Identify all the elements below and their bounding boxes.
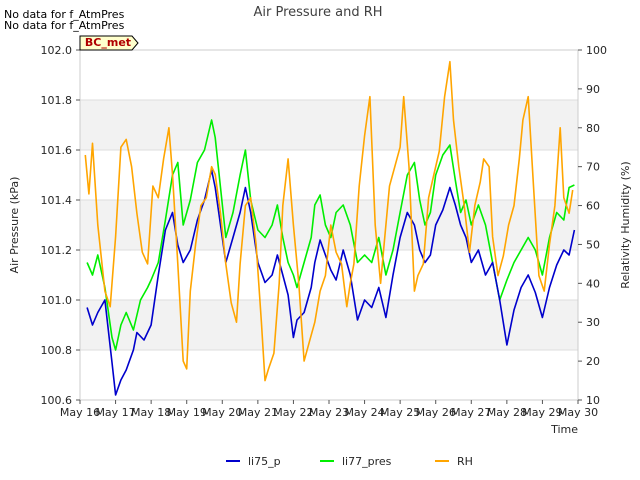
series-layer [84, 60, 576, 396]
y-right-tick-label: 80 [586, 122, 600, 135]
x-tick-label: May 20 [202, 406, 242, 419]
y-left-tick-label: 102.0 [41, 44, 73, 57]
no-data-note-1: No data for f_AtmPres [4, 8, 125, 21]
series-line-li75-p [86, 169, 576, 396]
background-bands [80, 100, 578, 350]
station-badge: BC_met [79, 35, 139, 51]
x-tick-label: May 19 [167, 406, 207, 419]
y-left-tick-label: 101.4 [41, 194, 73, 207]
background-band [80, 300, 578, 350]
x-axis-label: Time [550, 423, 578, 436]
y-right-tick-label: 50 [586, 238, 600, 251]
y-axis-right-ticks: 10 20 30 40 50 60 70 80 90 100 [578, 44, 607, 407]
y-right-tick-label: 10 [586, 394, 600, 407]
y-right-tick-label: 70 [586, 161, 600, 174]
x-tick-label: May 25 [380, 406, 420, 419]
station-badge-shape [79, 35, 139, 51]
legend: li75_p li77_pres RH [226, 455, 473, 468]
y-axis-left-label: Air Pressure (kPa) [8, 177, 21, 274]
y-left-tick-label: 101.0 [41, 294, 73, 307]
x-tick-label: May 18 [131, 406, 171, 419]
x-tick-label: May 30 [558, 406, 598, 419]
y-left-tick-label: 100.6 [41, 394, 73, 407]
legend-label-li77-pres: li77_pres [342, 455, 392, 468]
legend-label-RH: RH [457, 455, 473, 468]
y-axis-right-label: Relativity Humidity (%) [619, 161, 632, 288]
y-right-tick-label: 60 [586, 200, 600, 213]
x-tick-label: May 21 [238, 406, 278, 419]
x-tick-label: May 16 [60, 406, 100, 419]
y-axis-left-ticks: 100.6 100.8 101.0 101.2 101.4 101.6 101.8 102.0 [41, 44, 80, 407]
y-left-tick-label: 101.2 [41, 244, 73, 257]
x-tick-label: May 23 [309, 406, 349, 419]
x-tick-label: May 26 [416, 406, 456, 419]
x-tick-label: May 22 [273, 406, 313, 419]
y-left-tick-label: 101.8 [41, 94, 73, 107]
x-tick-label: May 29 [522, 406, 562, 419]
station-badge-label: BC_met [85, 36, 131, 49]
background-band [80, 100, 578, 150]
y-left-tick-label: 100.8 [41, 344, 73, 357]
legend-label-li75-p: li75_p [248, 455, 281, 468]
series-line-li77-pres [86, 119, 575, 351]
y-right-tick-label: 20 [586, 355, 600, 368]
x-tick-label: May 28 [487, 406, 527, 419]
no-data-note-2: No data for f_AtmPres [4, 19, 125, 32]
y-left-tick-label: 101.6 [41, 144, 73, 157]
y-right-tick-label: 30 [586, 316, 600, 329]
chart-title: Air Pressure and RH [253, 5, 382, 20]
x-tick-label: May 27 [451, 406, 491, 419]
y-right-tick-label: 100 [586, 44, 607, 57]
series-line-RH [84, 60, 574, 382]
x-tick-label: May 24 [344, 406, 384, 419]
y-right-tick-label: 40 [586, 277, 600, 290]
x-tick-label: May 17 [95, 406, 135, 419]
y-right-tick-label: 90 [586, 83, 600, 96]
